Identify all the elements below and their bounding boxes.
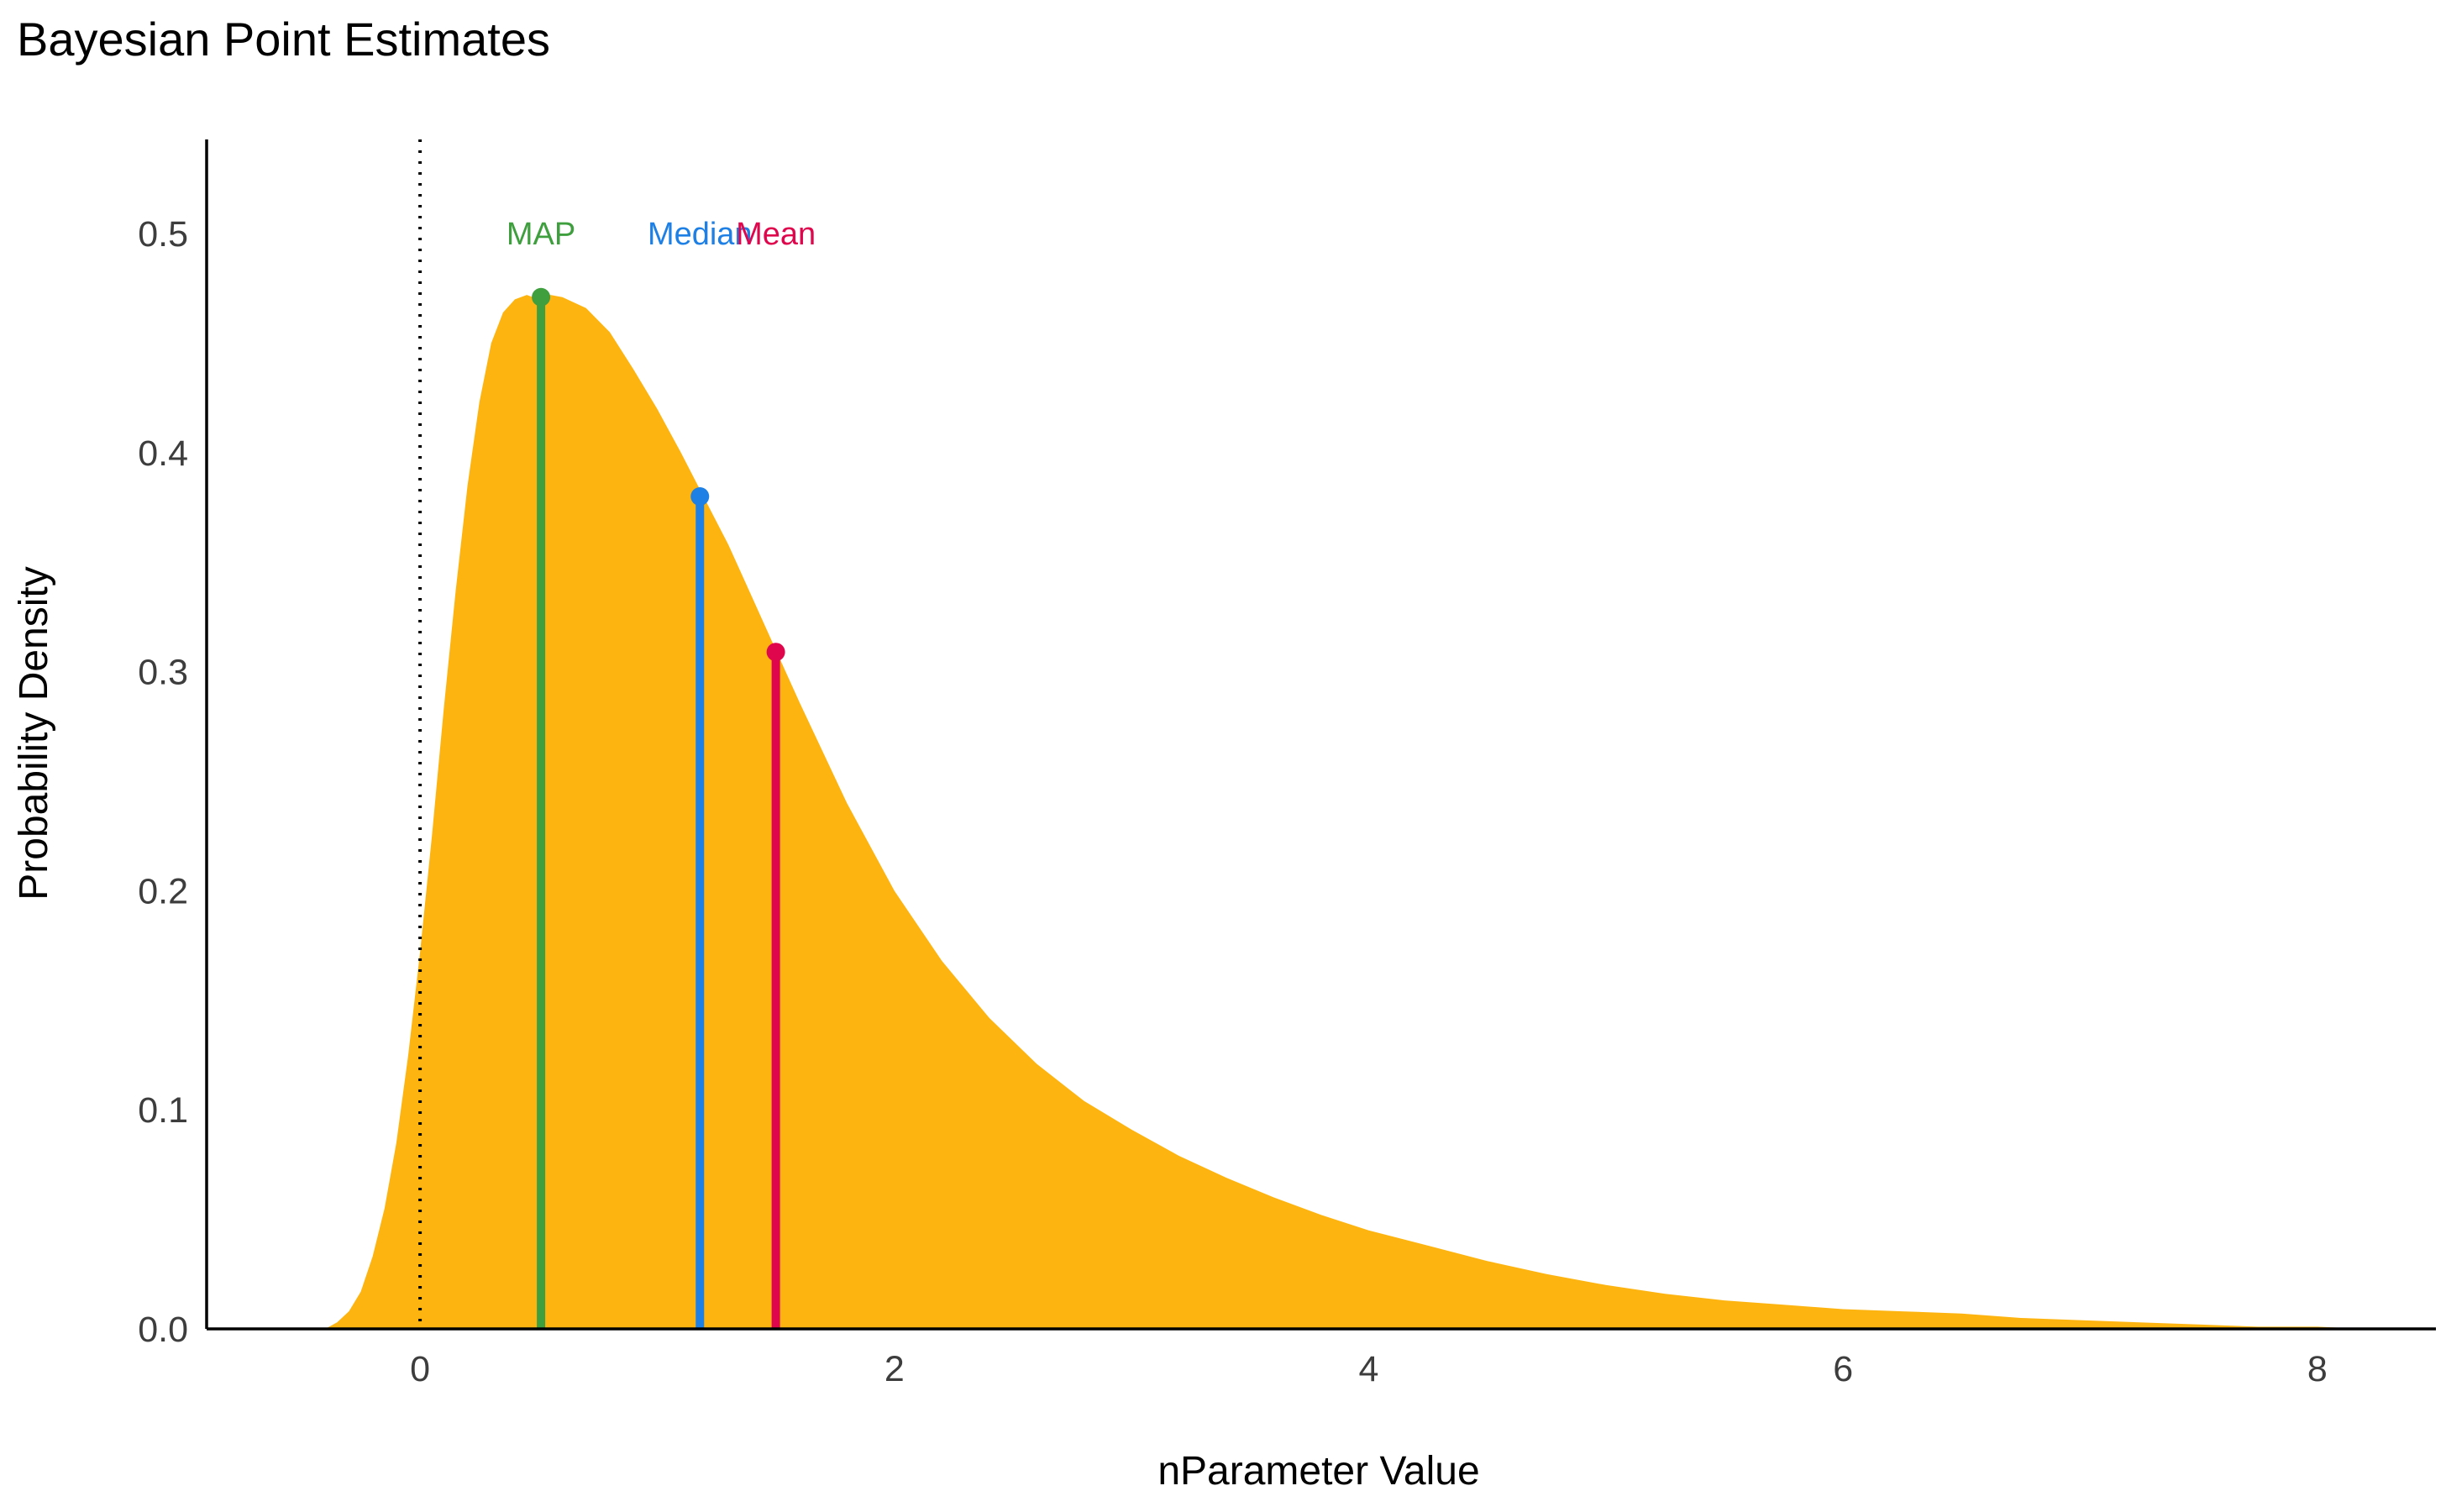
y-tick-label: 0.1 bbox=[138, 1090, 188, 1131]
x-tick-label: 8 bbox=[2307, 1349, 2328, 1389]
median-label: Median bbox=[648, 217, 753, 252]
density-area bbox=[277, 295, 2365, 1330]
y-axis-ticks: 0.0 0.1 0.2 0.3 0.4 0.5 bbox=[138, 214, 188, 1350]
median-point bbox=[690, 487, 710, 507]
y-tick-label: 0.0 bbox=[138, 1310, 188, 1350]
y-tick-label: 0.2 bbox=[138, 871, 188, 911]
x-axis-ticks: 0 2 4 6 8 bbox=[410, 1349, 2328, 1389]
chart-title: Bayesian Point Estimates bbox=[17, 13, 550, 66]
mean-label: Mean bbox=[736, 217, 816, 252]
y-axis-title: Probability Density bbox=[12, 566, 56, 900]
map-point bbox=[532, 287, 551, 307]
mean-point bbox=[766, 643, 785, 662]
x-tick-label: 4 bbox=[1359, 1349, 1379, 1389]
y-tick-label: 0.3 bbox=[138, 653, 188, 693]
x-tick-label: 0 bbox=[410, 1349, 430, 1389]
map-label: MAP bbox=[507, 217, 575, 252]
y-tick-label: 0.4 bbox=[138, 433, 188, 474]
x-axis-title: nParameter Value bbox=[1157, 1449, 1479, 1494]
x-tick-label: 6 bbox=[1833, 1349, 1853, 1389]
y-tick-label: 0.5 bbox=[138, 214, 188, 255]
x-tick-label: 2 bbox=[884, 1349, 905, 1389]
